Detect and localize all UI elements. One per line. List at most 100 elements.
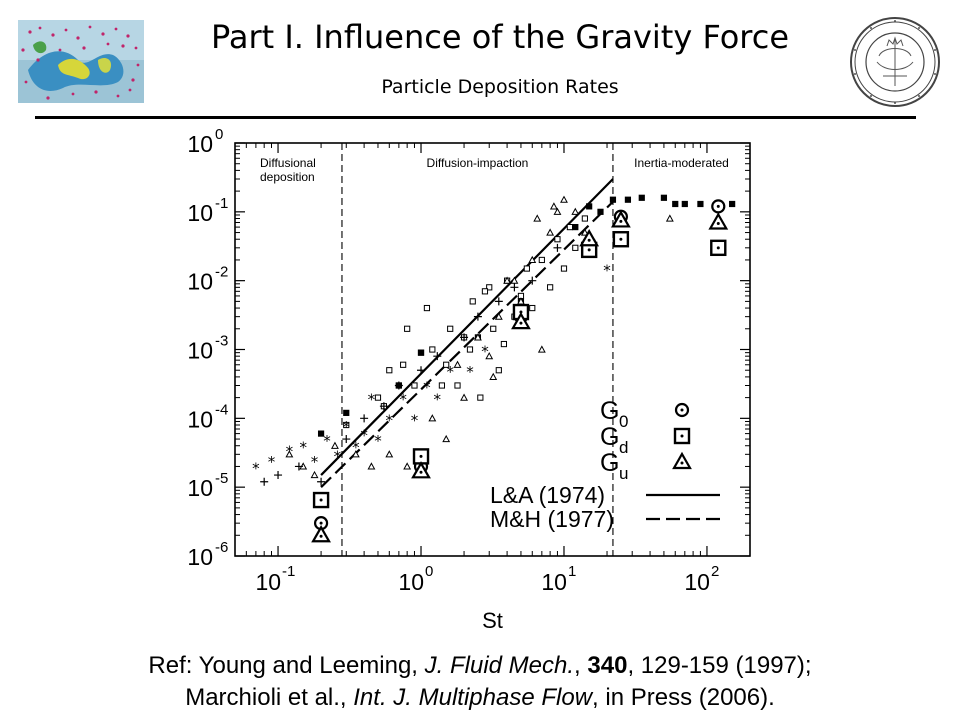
data-point-square-open bbox=[438, 382, 446, 389]
y-tick-label: 10 bbox=[187, 269, 213, 295]
data-point-triangle-open bbox=[442, 434, 451, 443]
data-point-triangle-dot-center bbox=[680, 461, 684, 465]
data-point-square-open bbox=[500, 340, 508, 348]
legend: G 0G dG u L&A (1974)M&H (1977) bbox=[490, 397, 720, 532]
data-point-square-open bbox=[554, 236, 561, 243]
data-point-triangle-dot bbox=[579, 229, 600, 247]
data-point-square-dot-center bbox=[716, 246, 720, 250]
data-point-triangle-open bbox=[403, 462, 412, 470]
particle-visualization-logo bbox=[18, 20, 144, 103]
data-point-square-open bbox=[343, 421, 350, 429]
data-point-square-filled bbox=[638, 194, 645, 201]
data-point-square-filled bbox=[343, 409, 350, 416]
data-point-square-open bbox=[423, 304, 431, 312]
data-point-plus bbox=[260, 477, 269, 486]
data-point-plus bbox=[317, 477, 326, 486]
university-seal-logo bbox=[850, 17, 940, 107]
simulation-points bbox=[311, 199, 729, 543]
data-point-star: * bbox=[434, 391, 442, 409]
data-point-square-open bbox=[469, 298, 476, 305]
x-axis-label: St bbox=[482, 608, 503, 633]
y-tick-label: 10 bbox=[187, 131, 213, 157]
data-point-triangle-dot-center bbox=[587, 238, 591, 242]
data-point-square-open bbox=[560, 265, 568, 272]
y-tick-exponent: -4 bbox=[215, 401, 228, 418]
data-point-star: * bbox=[268, 453, 276, 471]
data-point-square-open bbox=[538, 256, 545, 264]
data-point-triangle-open bbox=[285, 450, 294, 458]
data-point-triangle-open bbox=[310, 470, 319, 479]
data-point-triangle-dot-center bbox=[519, 321, 523, 325]
data-point-plus bbox=[274, 471, 283, 480]
legend-label-Gd: G bbox=[600, 423, 619, 451]
data-point-triangle-open bbox=[560, 195, 568, 203]
data-point-square-open bbox=[386, 367, 393, 374]
data-point-square-open bbox=[411, 382, 418, 389]
x-tick-label: 10 bbox=[541, 569, 567, 595]
data-point-triangle-open bbox=[580, 228, 589, 236]
data-point-star: * bbox=[299, 439, 307, 457]
reference-line-1: Ref: Young and Leeming, J. Fluid Mech. , … bbox=[0, 650, 960, 682]
x-tick-exponent: 2 bbox=[711, 563, 719, 580]
data-point-plus bbox=[360, 414, 369, 423]
page-title: Part I. Influence of the Gravity Force bbox=[210, 18, 790, 56]
fit-line bbox=[320, 200, 614, 488]
ref-sep-1: , bbox=[574, 652, 588, 679]
ref-status-2: , in Press (2006). bbox=[592, 684, 775, 711]
data-point-triangle-open bbox=[571, 207, 580, 215]
data-point-star: * bbox=[386, 411, 394, 429]
data-point-circle-dot-center bbox=[716, 204, 720, 208]
legend-label-subscript: 0 bbox=[619, 412, 628, 431]
region-label: Diffusion-impaction bbox=[427, 156, 529, 170]
y-tick-exponent: -5 bbox=[215, 470, 228, 487]
x-tick-label: 10 bbox=[398, 569, 424, 595]
data-point-plus bbox=[379, 402, 388, 411]
data-point-star: * bbox=[603, 262, 611, 280]
title-divider bbox=[35, 116, 916, 119]
data-point-triangle-open bbox=[460, 393, 468, 401]
fit-line bbox=[320, 178, 614, 476]
data-point-square-open bbox=[581, 215, 588, 222]
data-point-star: * bbox=[252, 459, 260, 477]
ref-authors-2: Marchioli et al., bbox=[185, 684, 354, 711]
data-point-star: * bbox=[343, 418, 351, 436]
data-point-plus bbox=[494, 297, 503, 306]
data-point-star: * bbox=[423, 378, 431, 396]
x-tick-label: 10 bbox=[684, 569, 710, 595]
data-point-triangle-dot bbox=[610, 210, 631, 228]
data-point-square-open bbox=[374, 394, 382, 401]
data-point-square-dot-center bbox=[419, 454, 423, 458]
data-point-triangle-open bbox=[665, 214, 674, 222]
data-point-plus bbox=[553, 243, 562, 252]
data-point-star: * bbox=[334, 447, 342, 465]
y-tick-label: 10 bbox=[187, 338, 213, 364]
data-point-square-filled bbox=[317, 430, 325, 437]
data-point-triangle-dot bbox=[672, 451, 692, 470]
data-point-star: * bbox=[352, 439, 360, 457]
data-point-star: * bbox=[360, 427, 368, 445]
data-point-triangle-dot bbox=[311, 525, 331, 543]
ref-journal-2: Int. J. Multiphase Flow bbox=[353, 684, 593, 711]
reference-citation: Ref: Young and Leeming, J. Fluid Mech. , … bbox=[0, 650, 960, 714]
data-point-square-open bbox=[481, 288, 489, 295]
data-point-triangle-dot-center bbox=[716, 221, 720, 225]
y-tick-exponent: -2 bbox=[215, 264, 228, 281]
fit-lines bbox=[320, 178, 614, 488]
reference-line-2: Marchioli et al., Int. J. Multiphase Flo… bbox=[0, 682, 960, 714]
ref-volume-1: 340 bbox=[587, 652, 628, 679]
data-point-star: * bbox=[481, 343, 489, 361]
data-point-triangle-open bbox=[485, 352, 494, 360]
legend-fit-label: L&A (1974) bbox=[490, 482, 605, 508]
data-point-triangle-dot-center bbox=[319, 534, 323, 538]
data-point-square-open bbox=[572, 244, 579, 251]
data-point-plus bbox=[433, 352, 442, 361]
data-point-star: * bbox=[374, 432, 382, 450]
data-point-plus bbox=[528, 276, 537, 285]
legend-label-subscript: u bbox=[619, 464, 628, 483]
data-point-square-filled bbox=[660, 194, 668, 201]
axes: 10 -610 -510 -410 -310 -210 -110 010 -1 10 0 10 1 10 2… bbox=[187, 128, 751, 633]
data-point-star: * bbox=[446, 363, 454, 381]
data-point-square-filled bbox=[417, 349, 425, 356]
y-tick-exponent: 0 bbox=[215, 128, 223, 143]
data-point-square-filled bbox=[624, 196, 632, 203]
